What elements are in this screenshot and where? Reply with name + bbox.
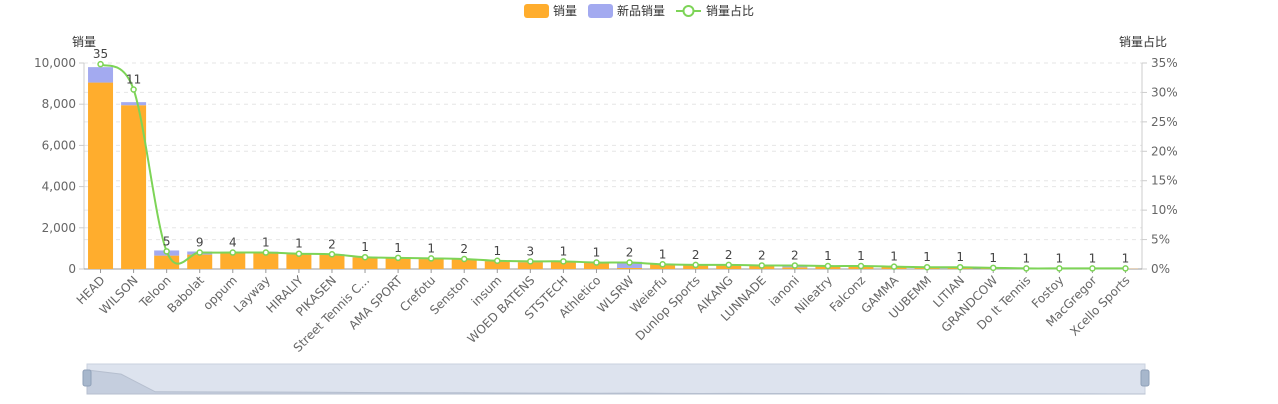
point-ratio[interactable] [660, 262, 665, 267]
data-label: 1 [394, 241, 402, 255]
data-label: 1 [1122, 251, 1130, 265]
y-axis-right-tick-label: 5% [1151, 233, 1170, 247]
point-ratio[interactable] [825, 264, 830, 269]
bar-new-sales[interactable] [88, 67, 113, 82]
y-axis-left-tick-label: 2,000 [42, 221, 76, 235]
data-label: 2 [758, 248, 766, 262]
legend-label-new[interactable]: 新品销量 [617, 3, 665, 18]
point-ratio[interactable] [1057, 266, 1062, 271]
point-ratio[interactable] [363, 255, 368, 260]
point-ratio[interactable] [197, 250, 202, 255]
y-axis-left-tick-label: 4,000 [42, 180, 76, 194]
legend-label-ratio[interactable]: 销量占比 [706, 3, 754, 18]
data-label: 3 [527, 244, 535, 258]
zoom-slider-track[interactable] [87, 364, 1145, 394]
point-ratio[interactable] [991, 265, 996, 270]
point-ratio[interactable] [792, 263, 797, 268]
data-label: 1 [427, 241, 435, 255]
y-axis-right-tick-label: 25% [1151, 115, 1178, 129]
data-label: 11 [126, 72, 141, 86]
data-label: 9 [196, 236, 204, 250]
point-ratio[interactable] [594, 260, 599, 265]
data-label: 1 [593, 246, 601, 260]
point-ratio[interactable] [462, 256, 467, 261]
point-ratio[interactable] [759, 263, 764, 268]
data-label: 2 [725, 248, 733, 262]
data-label: 5 [163, 234, 171, 248]
data-label: 1 [890, 250, 898, 264]
data-label: 1 [989, 251, 997, 265]
point-ratio[interactable] [429, 256, 434, 261]
point-ratio[interactable] [958, 265, 963, 270]
line-ratio[interactable] [101, 64, 1126, 268]
data-label: 1 [1022, 251, 1030, 265]
data-label: 2 [626, 246, 634, 260]
point-ratio[interactable] [1123, 266, 1128, 271]
y-axis-right-tick-label: 0% [1151, 262, 1170, 276]
bar-sales[interactable] [88, 83, 113, 269]
point-ratio[interactable] [164, 249, 169, 254]
data-label: 2 [791, 248, 799, 262]
data-label: 1 [295, 237, 303, 251]
x-axis-tick-label: Babolat [164, 273, 207, 316]
data-label: 1 [493, 244, 501, 258]
point-ratio[interactable] [528, 259, 533, 264]
data-label: 2 [692, 248, 700, 262]
y-axis-left-tick-label: 0 [68, 262, 76, 276]
bar-new-sales[interactable] [121, 102, 146, 105]
point-ratio[interactable] [1090, 266, 1095, 271]
y-axis-right-tick-label: 20% [1151, 144, 1178, 158]
legend-swatch-sales[interactable] [524, 4, 549, 18]
point-ratio[interactable] [561, 259, 566, 264]
y-axis-left-tick-label: 6,000 [42, 138, 76, 152]
point-ratio[interactable] [693, 262, 698, 267]
data-label: 2 [460, 242, 468, 256]
legend-swatch-marker-ratio[interactable] [684, 6, 694, 16]
point-ratio[interactable] [726, 262, 731, 267]
y-axis-right-title: 销量占比 [1119, 34, 1167, 49]
point-ratio[interactable] [858, 264, 863, 269]
point-ratio[interactable] [396, 255, 401, 260]
data-label: 2 [328, 237, 336, 251]
point-ratio[interactable] [329, 252, 334, 257]
y-axis-right-tick-label: 30% [1151, 85, 1178, 99]
zoom-handle-start[interactable] [83, 370, 91, 386]
data-label: 1 [262, 236, 270, 250]
data-label: 35 [93, 47, 108, 61]
point-ratio[interactable] [627, 260, 632, 265]
point-ratio[interactable] [925, 265, 930, 270]
data-label: 4 [229, 236, 237, 250]
data-label: 1 [1056, 251, 1064, 265]
bar-sales[interactable] [617, 268, 642, 269]
point-ratio[interactable] [495, 258, 500, 263]
point-ratio[interactable] [98, 62, 103, 67]
y-axis-right-tick-label: 15% [1151, 174, 1178, 188]
point-ratio[interactable] [131, 87, 136, 92]
data-label: 1 [560, 244, 568, 258]
y-axis-left-tick-label: 8,000 [42, 97, 76, 111]
data-label: 1 [956, 250, 964, 264]
data-label: 1 [659, 247, 667, 261]
data-label: 1 [923, 250, 931, 264]
point-ratio[interactable] [230, 250, 235, 255]
data-label: 1 [824, 249, 832, 263]
x-axis-tick-label: Xcello Sports [1067, 273, 1132, 338]
point-ratio[interactable] [1024, 266, 1029, 271]
legend-label-sales[interactable]: 销量 [553, 4, 577, 18]
y-axis-right-tick-label: 10% [1151, 203, 1178, 217]
data-label: 1 [857, 249, 865, 263]
point-ratio[interactable] [296, 251, 301, 256]
data-label: 1 [361, 240, 369, 254]
point-ratio[interactable] [263, 250, 268, 255]
legend-swatch-new[interactable] [588, 4, 613, 18]
y-axis-left-tick-label: 10,000 [34, 56, 76, 70]
zoom-handle-end[interactable] [1141, 370, 1149, 386]
y-axis-right-tick-label: 35% [1151, 56, 1178, 70]
point-ratio[interactable] [892, 264, 897, 269]
data-label: 1 [1089, 251, 1097, 265]
